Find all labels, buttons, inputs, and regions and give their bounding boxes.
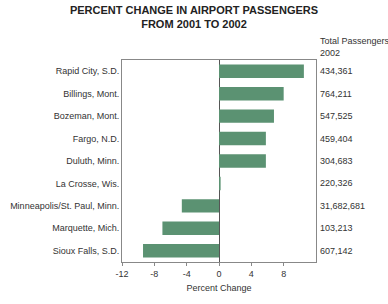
- svg-text:La Crosse, Wis.: La Crosse, Wis.: [56, 179, 120, 189]
- svg-text:Duluth, Minn.: Duluth, Minn.: [66, 156, 119, 166]
- svg-text:31,682,681: 31,682,681: [320, 201, 365, 211]
- svg-text:607,142: 607,142: [320, 246, 353, 256]
- svg-text:4: 4: [249, 269, 254, 279]
- svg-text:8: 8: [281, 269, 286, 279]
- svg-text:Marquette, Mich.: Marquette, Mich.: [52, 223, 119, 233]
- svg-text:459,404: 459,404: [320, 134, 353, 144]
- svg-text:Rapid City, S.D.: Rapid City, S.D.: [56, 66, 119, 76]
- svg-text:304,683: 304,683: [320, 156, 353, 166]
- svg-text:-8: -8: [150, 269, 158, 279]
- svg-text:Billings, Mont.: Billings, Mont.: [63, 89, 119, 99]
- svg-text:Sioux Falls, S.D.: Sioux Falls, S.D.: [53, 246, 120, 256]
- svg-text:Fargo, N.D.: Fargo, N.D.: [73, 134, 120, 144]
- svg-text:PERCENT CHANGE IN AIRPORT PASS: PERCENT CHANGE IN AIRPORT PASSENGERSFROM…: [70, 4, 318, 30]
- svg-text:220,326: 220,326: [320, 178, 353, 188]
- svg-text:0: 0: [216, 269, 221, 279]
- svg-text:Minneapolis/St. Paul, Minn.: Minneapolis/St. Paul, Minn.: [10, 201, 119, 211]
- svg-text:Percent Change: Percent Change: [186, 283, 251, 293]
- svg-text:Bozeman, Mont.: Bozeman, Mont.: [54, 111, 120, 121]
- svg-text:434,361: 434,361: [320, 66, 353, 76]
- svg-text:103,213: 103,213: [320, 223, 353, 233]
- svg-text:547,525: 547,525: [320, 111, 353, 121]
- svg-text:-4: -4: [183, 269, 191, 279]
- svg-text:-12: -12: [115, 269, 128, 279]
- svg-text:764,211: 764,211: [320, 89, 352, 99]
- svg-text:Total Passengers2002: Total Passengers2002: [320, 36, 388, 58]
